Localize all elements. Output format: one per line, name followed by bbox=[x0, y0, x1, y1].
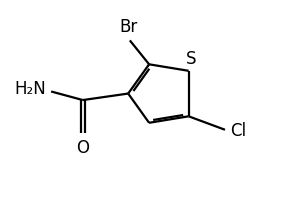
Text: Cl: Cl bbox=[230, 122, 247, 140]
Text: Br: Br bbox=[119, 18, 137, 36]
Text: S: S bbox=[186, 50, 196, 68]
Text: H₂N: H₂N bbox=[14, 80, 46, 98]
Text: O: O bbox=[76, 139, 89, 157]
